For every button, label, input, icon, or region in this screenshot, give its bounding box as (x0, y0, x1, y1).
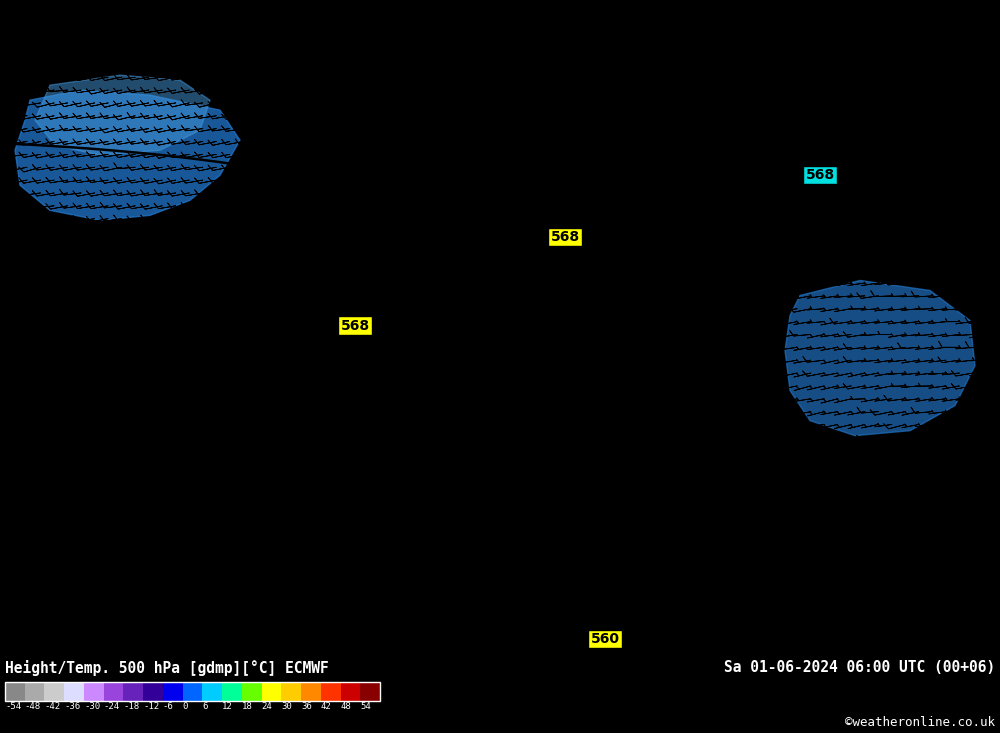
Text: 48: 48 (341, 702, 351, 711)
Text: -36: -36 (64, 702, 80, 711)
Text: 54: 54 (360, 702, 371, 711)
Bar (5, 682, 380, 701)
Bar (84, 682, 104, 701)
Text: -12: -12 (143, 702, 159, 711)
Bar (341, 682, 360, 701)
Bar (222, 682, 242, 701)
Text: -6: -6 (163, 702, 174, 711)
Text: 18: 18 (242, 702, 253, 711)
Polygon shape (35, 75, 210, 155)
Text: 568: 568 (805, 169, 835, 183)
Bar (123, 682, 143, 701)
Text: -30: -30 (84, 702, 100, 711)
Text: -42: -42 (44, 702, 61, 711)
Text: 0: 0 (183, 702, 188, 711)
Text: 42: 42 (321, 702, 332, 711)
Text: Height/Temp. 500 hPa [gdmp][°C] ECMWF: Height/Temp. 500 hPa [gdmp][°C] ECMWF (5, 660, 329, 676)
Polygon shape (15, 90, 240, 221)
Text: ©weatheronline.co.uk: ©weatheronline.co.uk (845, 716, 995, 729)
Text: -18: -18 (123, 702, 140, 711)
Text: -24: -24 (104, 702, 120, 711)
Text: 36: 36 (301, 702, 312, 711)
Text: 568: 568 (340, 319, 370, 333)
Bar (143, 682, 163, 701)
Bar (321, 682, 341, 701)
Text: 560: 560 (590, 632, 620, 646)
Bar (44, 682, 64, 701)
Bar (262, 682, 281, 701)
Bar (301, 682, 321, 701)
Text: -48: -48 (25, 702, 41, 711)
Polygon shape (785, 281, 975, 435)
Bar (104, 682, 123, 701)
Text: -54: -54 (5, 702, 21, 711)
Bar (360, 682, 380, 701)
Bar (163, 682, 183, 701)
Bar (64, 682, 84, 701)
Bar (25, 682, 44, 701)
Bar (183, 682, 202, 701)
Bar (202, 682, 222, 701)
Text: 6: 6 (202, 702, 208, 711)
Bar (5, 682, 25, 701)
Text: 12: 12 (222, 702, 233, 711)
Text: Sa 01-06-2024 06:00 UTC (00+06): Sa 01-06-2024 06:00 UTC (00+06) (724, 660, 995, 675)
Bar (281, 682, 301, 701)
Bar (242, 682, 262, 701)
Text: 568: 568 (550, 230, 580, 244)
Text: 30: 30 (281, 702, 292, 711)
Text: 24: 24 (262, 702, 272, 711)
